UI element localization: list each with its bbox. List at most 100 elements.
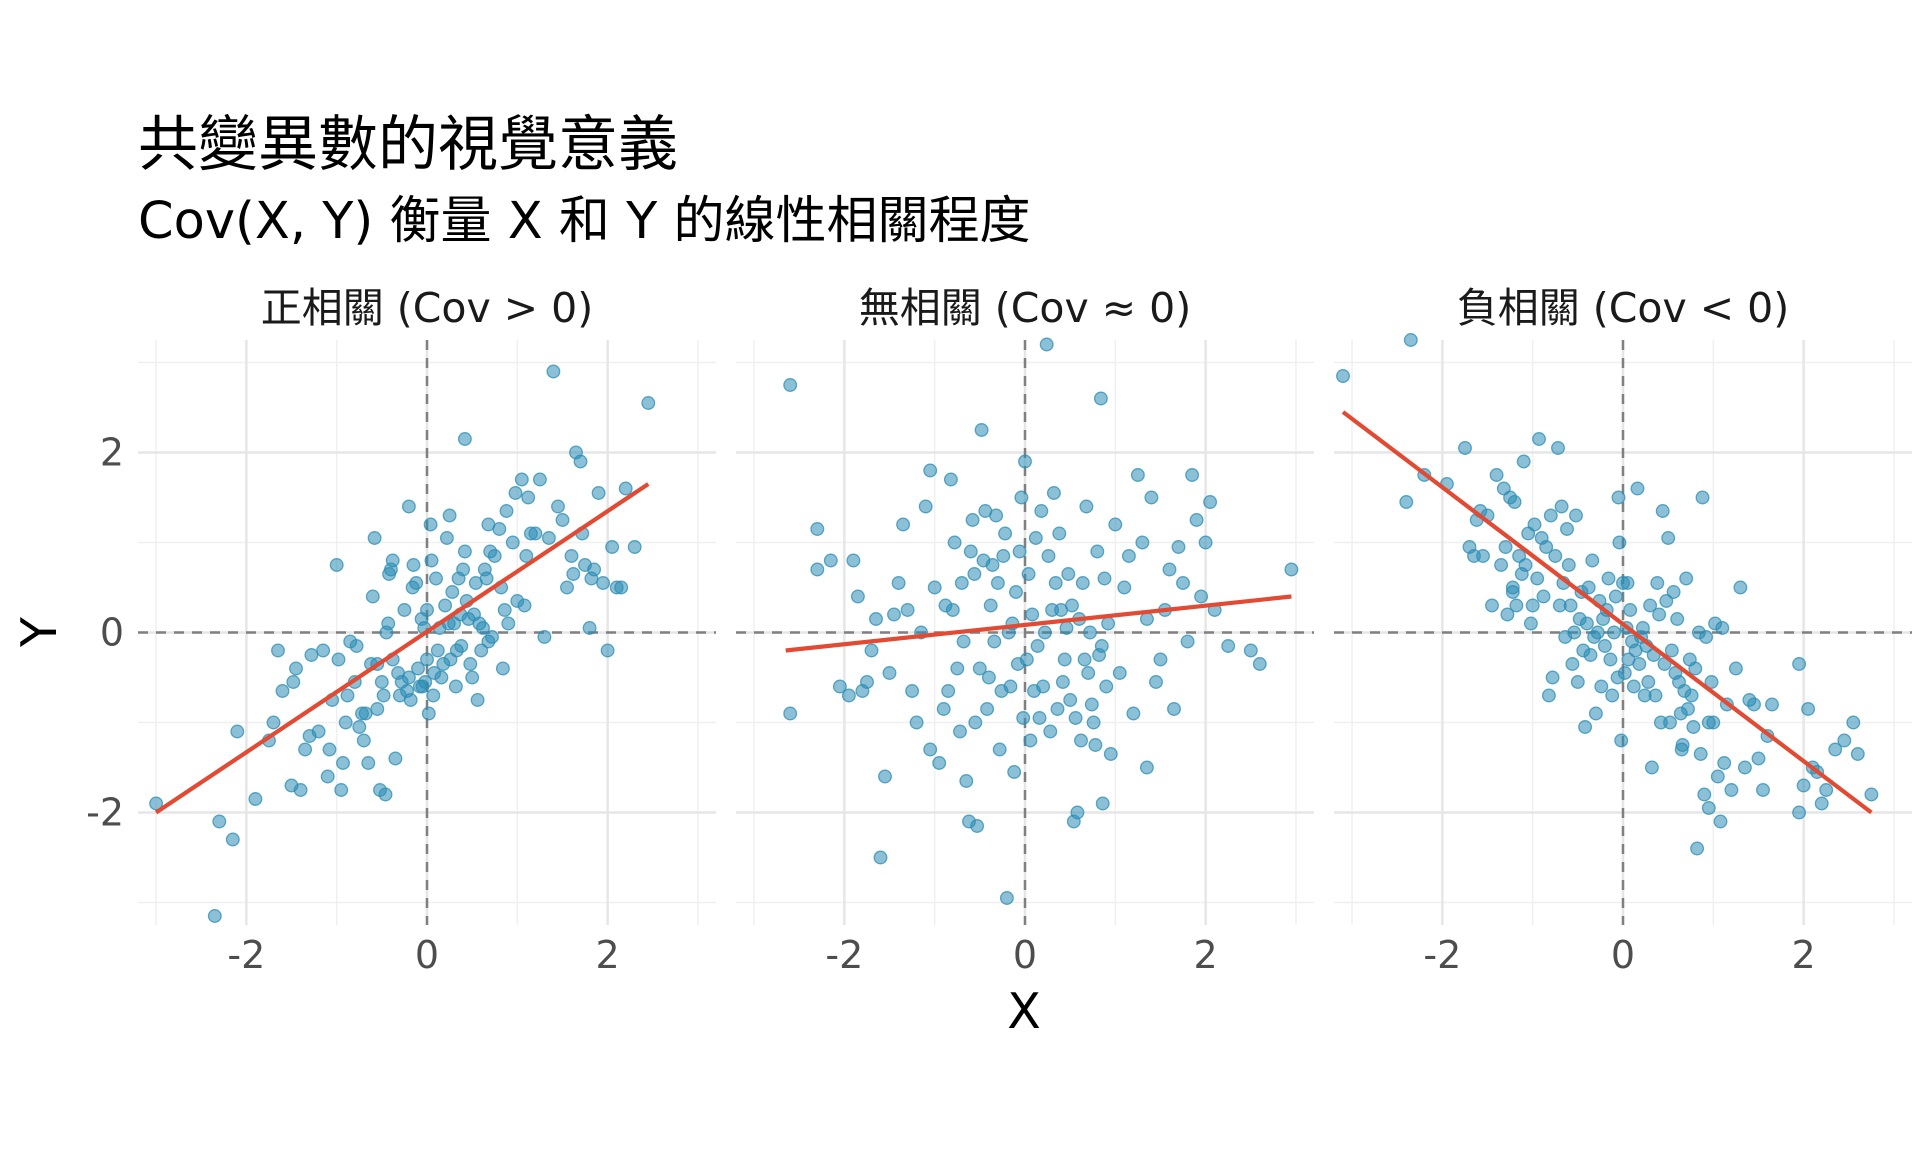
data-point	[367, 531, 382, 545]
data-point	[1221, 639, 1236, 653]
data-point	[334, 783, 349, 797]
x-tick-label: -2	[227, 933, 265, 977]
data-point	[1516, 454, 1531, 469]
data-point	[1003, 679, 1018, 694]
data-point	[1485, 598, 1499, 613]
points	[783, 337, 1299, 905]
data-point	[967, 567, 982, 581]
data-point	[1674, 742, 1689, 757]
data-point	[1019, 652, 1034, 667]
data-point	[618, 481, 633, 496]
data-point	[1717, 756, 1732, 770]
data-point	[1052, 526, 1067, 541]
data-point	[810, 522, 825, 536]
data-point	[1650, 576, 1665, 590]
data-point	[1601, 571, 1616, 586]
data-point	[1695, 490, 1710, 505]
data-point	[1144, 490, 1159, 505]
data-point	[1681, 702, 1695, 716]
data-point	[298, 742, 313, 757]
x-tick-label: 2	[1792, 933, 1816, 977]
data-point	[1525, 598, 1540, 613]
data-point	[1563, 598, 1578, 613]
data-point	[953, 724, 967, 739]
data-point	[627, 540, 642, 554]
data-point	[1643, 598, 1658, 613]
data-point	[783, 706, 798, 721]
data-point	[517, 598, 532, 613]
data-point	[832, 679, 847, 694]
y-tick-label: 0	[100, 611, 124, 655]
data-point	[1603, 652, 1618, 667]
data-point	[1545, 670, 1560, 685]
data-point	[358, 706, 373, 721]
data-point	[981, 670, 996, 685]
data-point	[1057, 652, 1072, 667]
data-point	[286, 675, 301, 689]
data-point	[1715, 621, 1730, 635]
data-point	[289, 661, 303, 676]
data-point	[521, 490, 536, 505]
data-point	[1099, 679, 1114, 694]
data-point	[970, 819, 985, 833]
data-point	[1101, 616, 1116, 631]
data-point	[1055, 675, 1070, 689]
data-point	[1560, 522, 1574, 536]
data-point	[456, 562, 471, 577]
data-point	[1130, 468, 1145, 482]
data-point	[1693, 747, 1708, 761]
data-point	[887, 607, 901, 622]
data-point	[1569, 508, 1583, 523]
data-point	[1548, 549, 1563, 563]
data-point	[605, 540, 620, 554]
data-point	[1561, 558, 1576, 572]
data-point	[1028, 531, 1043, 545]
data-point	[1284, 562, 1299, 577]
data-point	[1097, 571, 1112, 586]
data-point	[1756, 783, 1770, 797]
data-point	[1724, 783, 1739, 797]
data-point	[149, 796, 164, 811]
data-point	[212, 814, 227, 829]
data-point	[1093, 391, 1108, 406]
data-point	[1801, 702, 1816, 716]
y-tick-label: -2	[86, 791, 124, 835]
data-point	[420, 652, 434, 667]
data-point	[320, 769, 335, 784]
data-point	[1733, 580, 1748, 595]
data-point	[596, 576, 611, 590]
data-point	[1543, 508, 1558, 523]
data-point	[823, 553, 838, 568]
data-point	[1792, 805, 1807, 820]
fit-line	[785, 594, 1292, 653]
data-point	[1713, 814, 1728, 829]
data-point	[420, 603, 434, 617]
data-point	[1581, 580, 1596, 595]
data-point	[1641, 675, 1656, 689]
data-point	[1819, 783, 1834, 797]
data-point	[1626, 679, 1641, 694]
x-tick-label: 2	[1194, 933, 1218, 977]
data-point	[207, 909, 222, 923]
data-point	[411, 661, 425, 676]
data-point	[985, 558, 1000, 572]
data-point	[974, 423, 989, 437]
data-point	[1578, 720, 1593, 734]
data-point	[641, 396, 656, 410]
data-point	[388, 751, 403, 766]
data-point	[909, 715, 924, 730]
data-point	[864, 643, 879, 658]
data-point	[996, 549, 1011, 563]
x-tick-label: 0	[415, 933, 439, 977]
data-point	[519, 549, 534, 563]
data-point	[429, 571, 443, 586]
data-point	[1180, 634, 1195, 649]
data-point	[481, 517, 496, 532]
panel-1: 正相關 (Cov > 0) -2 0 2	[138, 284, 716, 977]
data-point	[442, 508, 457, 523]
data-point	[1699, 630, 1714, 644]
data-point	[1403, 333, 1418, 347]
data-point	[1090, 544, 1105, 559]
data-point	[992, 742, 1007, 757]
data-point	[1623, 603, 1638, 617]
